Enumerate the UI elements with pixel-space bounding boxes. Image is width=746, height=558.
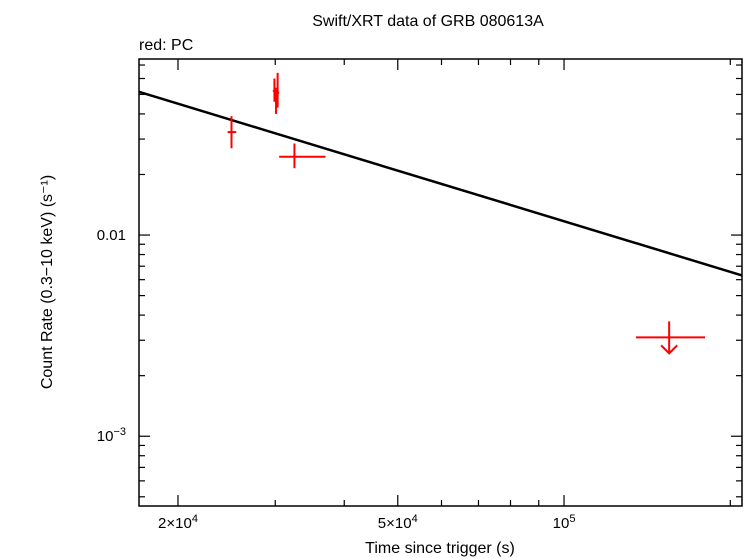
- upper-limit-arrow: [660, 344, 678, 355]
- axis-ticks: [139, 59, 742, 506]
- data-point: [227, 116, 237, 149]
- model-layer: [138, 90, 743, 277]
- plot-frame: [138, 58, 743, 507]
- chart-title: Swift/XRT data of GRB 080613A: [312, 13, 544, 30]
- x-tick-label: 2×104: [158, 513, 198, 532]
- y-tick-label: 0.01: [97, 227, 126, 244]
- data-point: [276, 72, 280, 108]
- data-point: [279, 143, 326, 169]
- data-layer: [227, 72, 706, 355]
- chart-subtitle: red: PC: [139, 37, 193, 54]
- y-tick-label: 10−3: [97, 426, 126, 445]
- x-tick-label: 5×104: [378, 513, 418, 532]
- y-axis-label: Count Rate (0.3−10 keV) (s⁻¹): [39, 175, 56, 389]
- x-tick-label: 105: [553, 513, 576, 532]
- x-axis-label: Time since trigger (s): [365, 540, 515, 557]
- model-fit-line: [138, 90, 743, 277]
- upper-limit-point: [636, 321, 706, 355]
- axis-tick-labels: 2×104 5×104 105 0.01 10−3: [97, 227, 576, 532]
